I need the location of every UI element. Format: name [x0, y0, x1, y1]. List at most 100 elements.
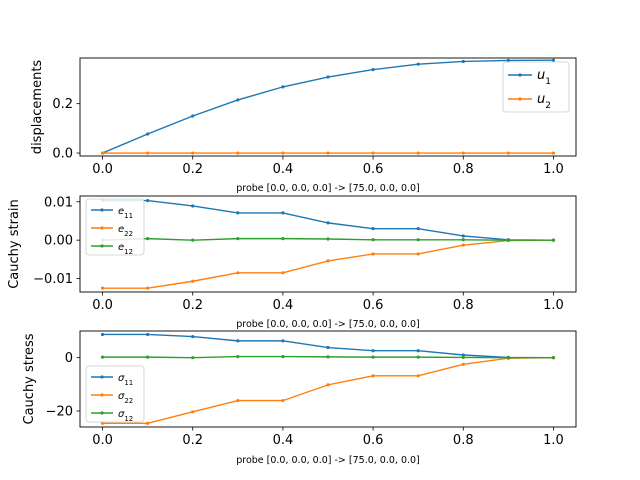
y-tick-label: 0.0 — [52, 147, 73, 162]
x-tick-label: 0.4 — [273, 298, 294, 313]
series-σ22 — [100, 356, 556, 425]
x-tick-label: 0.0 — [92, 298, 113, 313]
legend-marker — [100, 208, 104, 212]
data-point — [191, 410, 195, 414]
data-point — [236, 211, 240, 215]
y-axis-label: displacements — [30, 60, 45, 155]
series-line — [102, 239, 554, 289]
y-tick-label: 0.01 — [44, 195, 73, 210]
series-e12 — [100, 237, 556, 242]
data-point — [371, 355, 375, 359]
data-point — [281, 151, 285, 155]
data-point — [371, 151, 375, 155]
plot-frame — [79, 195, 577, 293]
legend-marker — [100, 375, 104, 379]
data-point — [326, 383, 330, 387]
subplot-3: 0.0 0.2 0.4 0.6 0.8 1.0 0 −20 probe [0.0, 0.0, 0… — [22, 330, 577, 466]
data-point — [100, 332, 105, 337]
data-point — [191, 114, 195, 118]
data-point — [371, 374, 375, 378]
data-point — [416, 252, 420, 256]
data-point — [506, 58, 510, 63]
data-point — [416, 62, 420, 66]
data-point — [191, 238, 195, 242]
legend-marker — [100, 393, 104, 397]
x-tick-label: 0.0 — [92, 162, 113, 177]
x-axis-caption: probe [0.0, 0.0, 0.0] -> [75.0, 0.0, 0.0… — [236, 319, 420, 330]
data-point — [461, 362, 465, 366]
data-point — [416, 355, 420, 359]
data-point — [506, 356, 510, 360]
data-point — [326, 345, 330, 350]
data-point — [100, 421, 105, 425]
data-point — [100, 151, 105, 155]
data-point — [146, 237, 150, 241]
data-point — [236, 339, 240, 343]
data-point — [551, 356, 556, 360]
x-axis-caption: probe [0.0, 0.0, 0.0] -> [75.0, 0.0, 0.0… — [236, 183, 420, 194]
x-tick-label: 0.0 — [92, 433, 113, 448]
data-point — [146, 332, 150, 337]
data-point — [281, 399, 285, 403]
data-point — [371, 68, 375, 72]
x-tick-label: 0.6 — [363, 433, 384, 448]
data-point — [371, 238, 375, 242]
data-point — [191, 335, 195, 339]
data-point — [326, 151, 330, 155]
data-point — [236, 355, 240, 359]
data-point — [416, 151, 420, 155]
x-tick-label: 1.0 — [543, 298, 564, 313]
series-line — [102, 59, 554, 154]
data-point — [191, 204, 195, 208]
legend-box — [502, 61, 570, 113]
x-tick-label: 0.8 — [453, 298, 474, 313]
data-point — [146, 421, 150, 425]
y-axis-label: Cauchy stress — [22, 333, 37, 424]
legend-marker — [100, 411, 104, 415]
data-point — [236, 237, 240, 241]
data-point — [281, 85, 285, 89]
data-point — [146, 286, 150, 290]
series-e22 — [100, 238, 556, 290]
data-point — [551, 58, 556, 62]
data-point — [326, 75, 330, 79]
data-point — [371, 227, 375, 231]
x-tick-label: 0.4 — [273, 162, 294, 177]
y-tick-label: 0.2 — [52, 97, 73, 112]
data-point — [100, 355, 105, 359]
x-tick-label: 0.4 — [273, 433, 294, 448]
y-axis-label: Cauchy strain — [7, 199, 22, 289]
data-point — [506, 238, 510, 242]
y-tick-label: 0 — [65, 351, 73, 366]
data-point — [146, 199, 150, 203]
data-point — [416, 238, 420, 242]
data-point — [236, 98, 240, 102]
legend-marker — [100, 244, 104, 248]
data-point — [551, 151, 556, 155]
x-tick-label: 0.8 — [453, 162, 474, 177]
data-point — [461, 59, 465, 64]
data-point — [461, 355, 465, 359]
data-point — [146, 355, 150, 359]
x-axis-caption: probe [0.0, 0.0, 0.0] -> [75.0, 0.0, 0.0… — [236, 455, 420, 466]
data-point — [326, 221, 330, 225]
y-tick-label: −0.01 — [33, 272, 73, 287]
data-point — [326, 355, 330, 359]
legend-box — [85, 198, 145, 256]
data-point — [146, 151, 150, 155]
series-line — [102, 356, 554, 424]
data-point — [281, 339, 285, 343]
data-point — [551, 238, 556, 242]
data-point — [416, 349, 420, 353]
data-point — [326, 237, 330, 241]
data-point — [461, 353, 465, 357]
x-tick-label: 0.2 — [182, 298, 203, 313]
data-point — [236, 271, 240, 275]
data-point — [461, 151, 465, 155]
data-point — [326, 259, 330, 263]
data-point — [416, 374, 420, 378]
